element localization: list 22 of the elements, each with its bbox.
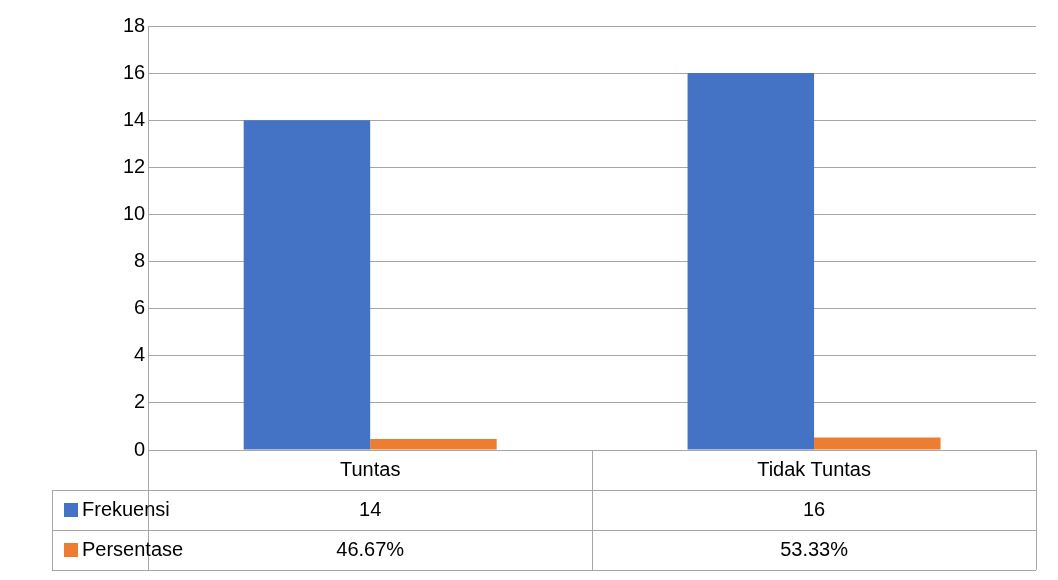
y-tick-label: 14 (123, 107, 146, 130)
bar (814, 437, 941, 450)
bar (687, 73, 815, 450)
legend-label: Frekuensi (82, 497, 170, 520)
y-tick-label: 2 (134, 390, 146, 413)
legend-label: Persentase (82, 537, 184, 560)
y-tick-label: 8 (134, 249, 146, 272)
y-tick-label: 4 (134, 343, 146, 366)
data-label: 14 (359, 497, 382, 520)
y-tick-label: 18 (123, 13, 146, 36)
x-tick-label: Tidak Tuntas (757, 457, 871, 480)
y-tick-label: 10 (123, 201, 146, 224)
x-tick-label: Tuntas (339, 457, 401, 480)
y-tick-label: 16 (123, 60, 146, 83)
data-label: 53.33% (780, 537, 849, 560)
bar (370, 439, 497, 450)
y-tick-label: 6 (134, 296, 146, 319)
y-tick-label: 0 (134, 437, 146, 460)
data-label: 46.67% (336, 537, 405, 560)
data-label: 16 (802, 497, 826, 520)
bar (243, 120, 371, 450)
y-tick-label: 12 (123, 154, 146, 177)
